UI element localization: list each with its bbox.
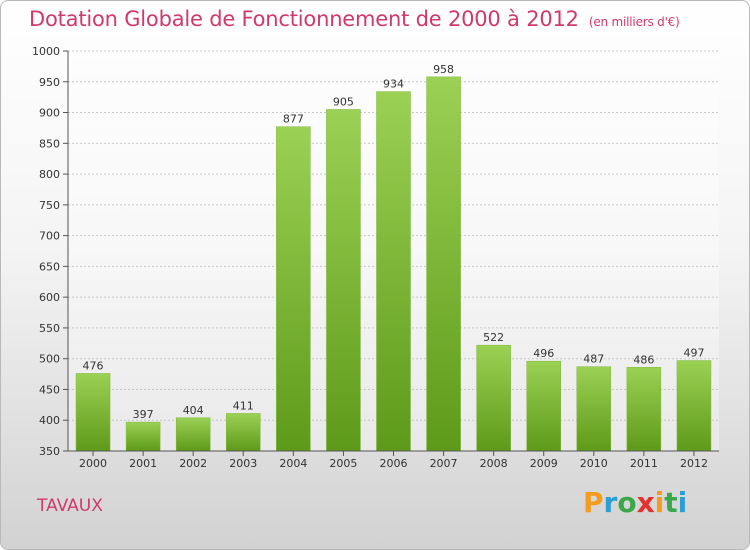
data-label-2007: 958 [433, 63, 454, 76]
chart-subtitle: (en milliers d'€) [588, 15, 680, 29]
x-tick-label-2005: 2005 [329, 457, 357, 470]
bar-2002 [175, 417, 211, 452]
axes: 350 400 450 500 550 600 650 700 750 800 850 900 950 1… [32, 45, 719, 470]
x-tick-label-2007: 2007 [430, 457, 458, 470]
data-label-2002: 404 [183, 404, 204, 417]
logo-letter: t [664, 486, 678, 519]
bar-2009 [526, 360, 561, 452]
y-tick-label: 750 [39, 199, 60, 212]
x-tick-label-2008: 2008 [480, 457, 508, 470]
y-tick-label: 1000 [32, 45, 60, 58]
y-tick-label: 800 [39, 168, 60, 181]
data-label-2009: 496 [533, 347, 554, 360]
data-label-2000: 476 [83, 359, 104, 372]
x-tick-label-2002: 2002 [179, 457, 207, 470]
data-label-2003: 411 [233, 399, 254, 412]
data-label-2001: 397 [133, 408, 154, 421]
data-label-2006: 934 [383, 78, 404, 91]
bar-2007 [426, 76, 461, 452]
logo-letter: P [583, 486, 604, 519]
x-tick-label-2012: 2012 [680, 457, 708, 470]
y-tick-label: 550 [39, 322, 60, 335]
x-tick-label-2010: 2010 [580, 457, 608, 470]
x-tick-label-2001: 2001 [129, 457, 157, 470]
data-label-2010: 487 [583, 353, 604, 366]
y-tick-label: 450 [39, 383, 60, 396]
bar-2000 [75, 373, 111, 452]
y-tick-label: 400 [39, 414, 60, 427]
x-tick-label-2011: 2011 [630, 457, 658, 470]
y-tick-label: 700 [39, 230, 60, 243]
x-tick-label-2006: 2006 [380, 457, 408, 470]
logo-letter: o [617, 486, 637, 519]
logo-letter: i [677, 486, 688, 519]
y-tick-label: 850 [39, 137, 60, 150]
logo-letter: r [603, 486, 618, 519]
bar-2005 [326, 109, 361, 452]
bar-2011 [626, 367, 662, 452]
y-tick-label: 600 [39, 291, 60, 304]
data-label-2012: 497 [683, 347, 704, 360]
x-tick-label-2009: 2009 [530, 457, 558, 470]
proxiti-logo: Proxiti [583, 486, 687, 519]
bar-2010 [576, 366, 612, 452]
bar-2008 [476, 344, 511, 452]
chart-title: Dotation Globale de Fonctionnement de 20… [29, 7, 680, 31]
bar-2012 [676, 360, 712, 452]
bar-2003 [226, 413, 261, 452]
x-tick-label-2000: 2000 [79, 457, 107, 470]
y-tick-label: 350 [39, 445, 60, 458]
bar-2001 [125, 421, 161, 452]
data-label-2005: 905 [333, 95, 354, 108]
logo-letter: i [654, 486, 665, 519]
data-label-2011: 486 [633, 353, 654, 366]
logo-letter: x [636, 486, 655, 519]
x-tick-label-2004: 2004 [279, 457, 307, 470]
y-tick-label: 900 [39, 107, 60, 120]
y-tick-label: 950 [39, 76, 60, 89]
bar-2006 [376, 91, 411, 452]
bars: 476 397 404 411 877 905 934 958 522 496 487 486 497 [75, 63, 712, 452]
x-tick-label-2003: 2003 [229, 457, 257, 470]
y-tick-label: 650 [39, 260, 60, 273]
data-label-2008: 522 [483, 331, 504, 344]
y-tick-label: 500 [39, 353, 60, 366]
bar-2004 [276, 126, 311, 452]
chart-title-text: Dotation Globale de Fonctionnement de 20… [29, 7, 579, 31]
commune-name: TAVAUX [37, 496, 103, 516]
data-label-2004: 877 [283, 113, 304, 126]
